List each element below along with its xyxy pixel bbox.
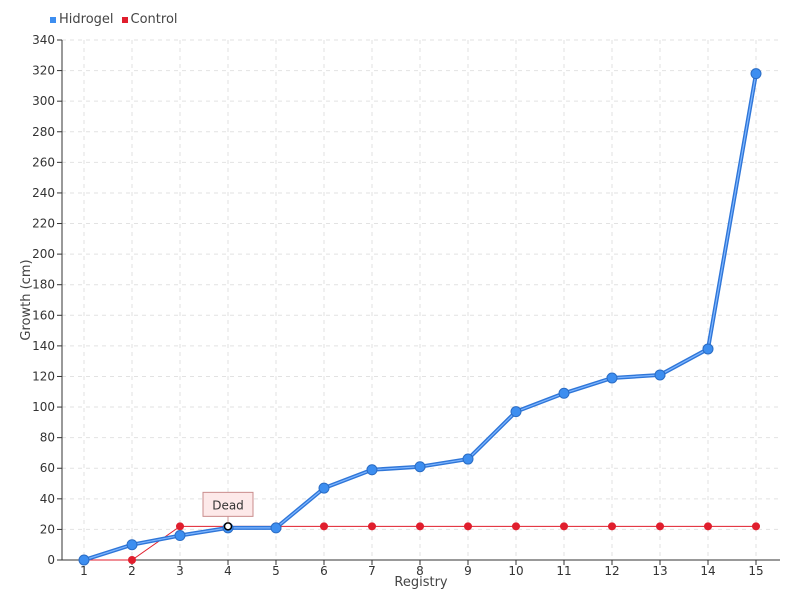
annotation-box [202,491,254,517]
data-point-control[interactable] [752,522,760,531]
x-tick-label: 13 [652,564,667,578]
y-tick-label: 60 [40,461,55,475]
y-tick-label: 160 [32,308,55,322]
data-point-control[interactable] [464,522,472,531]
x-axis-label: Registry [394,575,448,590]
y-tick-label: 300 [32,94,55,108]
data-point-hidrogel[interactable] [414,461,426,473]
data-point-control[interactable] [560,522,568,531]
x-tick-label: 14 [700,564,715,578]
data-point-hidrogel[interactable] [366,464,378,476]
y-tick-label: 340 [32,33,55,47]
annotation-label: Dead [212,498,244,512]
x-tick-label: 9 [464,564,472,578]
x-tick-label: 2 [128,564,136,578]
x-tick-label: 12 [604,564,619,578]
data-point-hidrogel[interactable] [654,369,666,381]
data-point-control[interactable] [416,522,424,531]
x-tick-label: 10 [508,564,523,578]
legend-item-hidrogel[interactable]: Hidrogel [50,12,114,27]
y-tick-label: 180 [32,278,55,292]
y-tick-label: 0 [47,553,55,567]
y-tick-label: 240 [32,186,55,200]
y-tick-label: 20 [40,522,55,536]
data-point-hidrogel[interactable] [126,539,138,551]
data-point-control[interactable] [608,522,616,531]
data-point-hidrogel[interactable] [174,530,186,542]
x-tick-label: 15 [748,564,763,578]
y-tick-label: 260 [32,155,55,169]
legend: Hidrogel Control [50,12,178,27]
x-tick-label: 11 [556,564,571,578]
annotation-marker [223,522,233,531]
data-point-hidrogel[interactable] [606,372,618,384]
y-tick-label: 100 [32,400,55,414]
y-tick-label: 280 [32,125,55,139]
x-tick-label: 5 [272,564,280,578]
x-tick-label: 6 [320,564,328,578]
data-point-hidrogel[interactable] [78,554,90,566]
data-point-hidrogel[interactable] [510,406,522,418]
data-point-control[interactable] [704,522,712,531]
data-point-control[interactable] [176,522,184,531]
y-tick-label: 120 [32,369,55,383]
data-point-hidrogel[interactable] [702,343,714,355]
y-tick-label: 80 [40,431,55,445]
data-point-control[interactable] [512,522,520,531]
legend-label-hidrogel: Hidrogel [59,12,114,27]
legend-swatch-hidrogel [50,16,56,23]
data-point-hidrogel[interactable] [270,522,282,534]
y-axis-label: Growth (cm) [19,259,34,340]
legend-item-control[interactable]: Control [121,12,178,27]
data-point-control[interactable] [368,522,376,531]
data-point-hidrogel[interactable] [558,387,570,399]
x-tick-label: 3 [176,564,184,578]
y-tick-label: 220 [32,217,55,231]
data-point-control[interactable] [656,522,664,531]
legend-label-control: Control [130,12,178,27]
legend-swatch-control [121,16,128,23]
x-tick-label: 4 [224,564,232,578]
data-point-hidrogel[interactable] [318,482,330,494]
x-tick-label: 7 [368,564,376,578]
x-tick-label: 8 [416,564,424,578]
data-point-control[interactable] [128,556,136,564]
data-point-control[interactable] [320,522,328,531]
y-tick-label: 320 [32,64,55,78]
x-tick-label: 1 [80,564,88,578]
y-tick-label: 200 [32,247,55,261]
data-point-hidrogel[interactable] [750,68,762,80]
y-tick-label: 140 [32,339,55,353]
y-tick-label: 40 [40,492,55,506]
data-point-hidrogel[interactable] [462,453,474,465]
